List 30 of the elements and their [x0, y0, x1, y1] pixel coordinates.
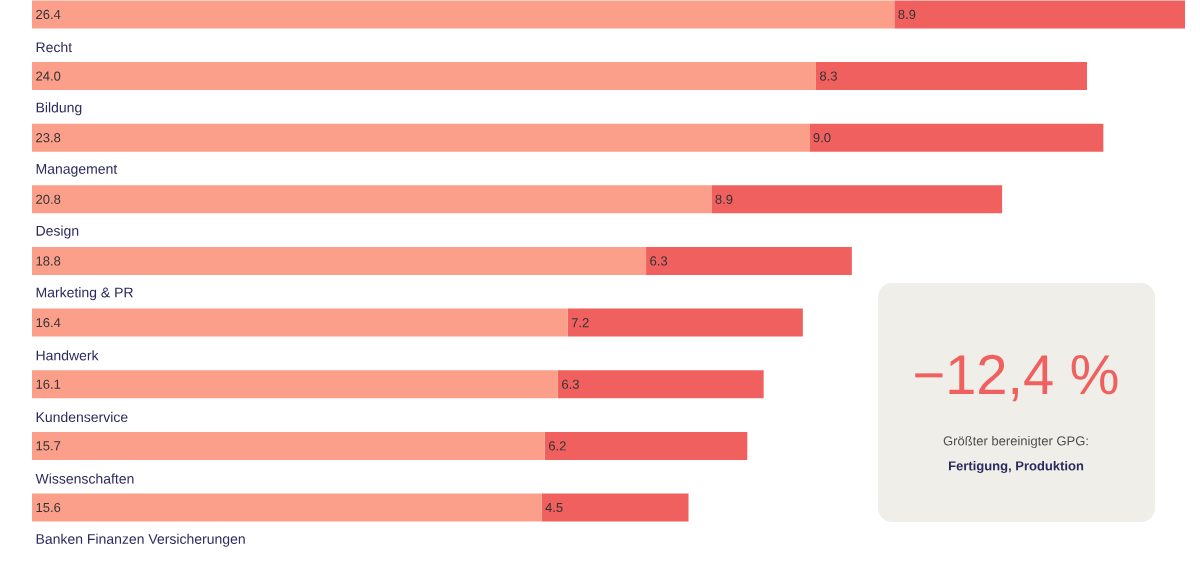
data-label: 24.0 [36, 71, 61, 81]
annotation: Größter bereinigter GPG: [943, 435, 1088, 449]
data-label: 16.1 [36, 379, 61, 389]
data-label: 20.8 [36, 194, 61, 204]
y-tick-label: Bildung [36, 102, 82, 116]
data-label: 6.2 [549, 441, 566, 451]
data-label: 6.3 [562, 379, 579, 389]
data-label: 15.7 [36, 441, 61, 451]
data-label: 15.6 [36, 502, 61, 513]
y-tick-label: Design [36, 225, 79, 239]
data-label: 26.4 [36, 9, 61, 20]
data-label: 16.4 [36, 318, 61, 328]
annotation: −12,4 % [915, 354, 1118, 402]
data-label: 8.9 [715, 194, 733, 204]
data-label: 8.3 [820, 71, 837, 81]
data-label: 18.8 [36, 256, 61, 266]
data-label: 4.5 [545, 502, 563, 513]
y-tick-label: Kundenservice [36, 411, 128, 423]
y-tick-label: Handwerk [36, 350, 99, 361]
data-label: 6.3 [650, 256, 668, 266]
y-tick-label: Marketing & PR [36, 287, 133, 301]
y-tick-label: Recht [36, 41, 73, 53]
y-tick-label: Wissenschaften [35, 473, 134, 484]
y-tick-label: Management [36, 164, 118, 177]
data-label: 23.8 [36, 133, 61, 143]
data-label: 8.9 [898, 9, 916, 20]
y-tick-label: Banken Finanzen Versicherungen [36, 533, 245, 547]
data-label: 7.2 [571, 318, 589, 328]
data-label: 9.0 [813, 133, 831, 143]
annotation: Fertigung, Produktion [948, 460, 1084, 474]
